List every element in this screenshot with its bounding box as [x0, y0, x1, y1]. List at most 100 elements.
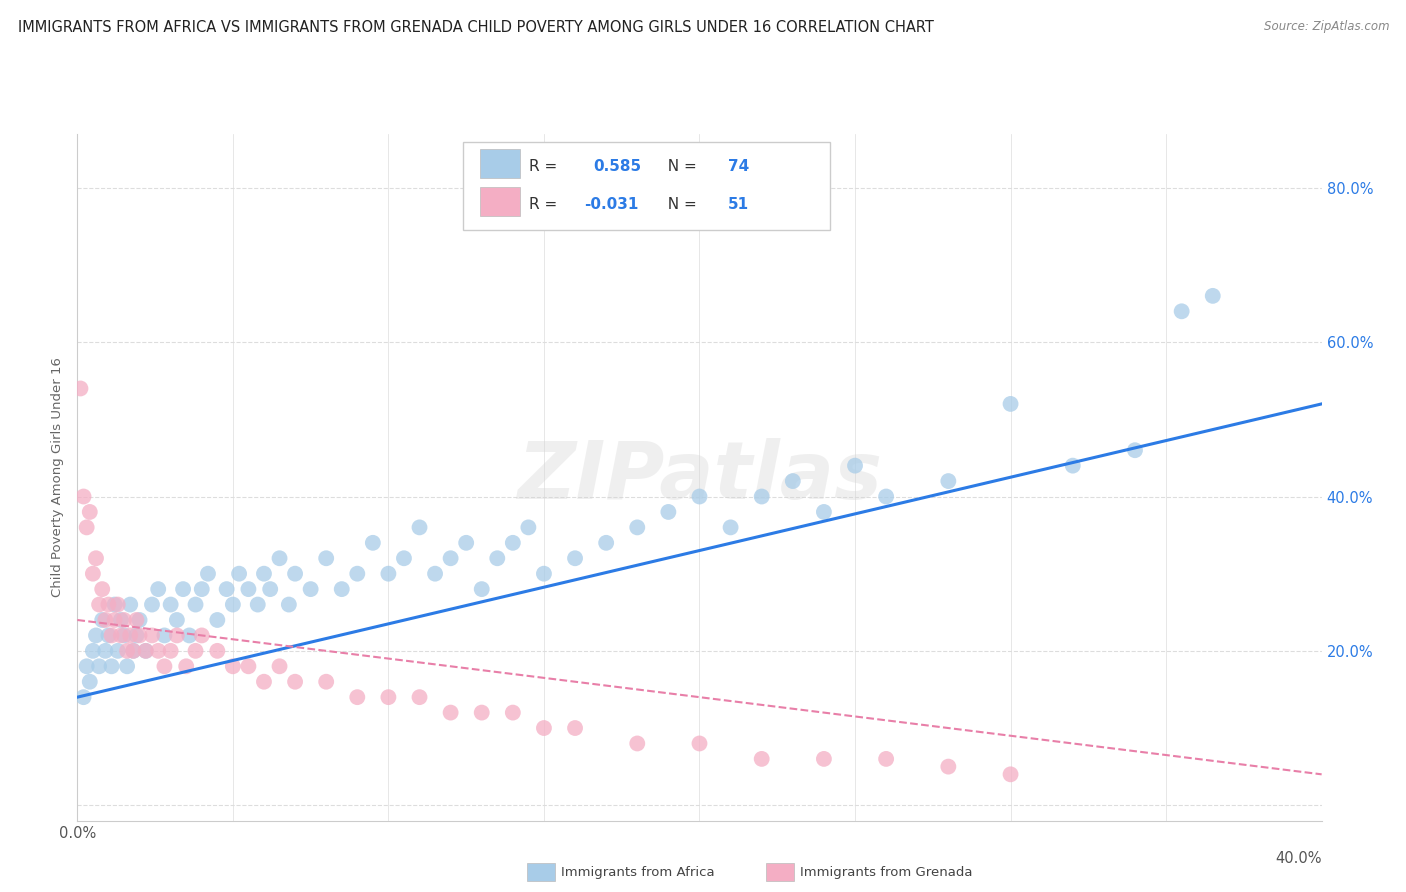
Point — [408, 520, 430, 534]
Point — [115, 644, 138, 658]
Point — [69, 382, 91, 396]
Point — [128, 613, 150, 627]
Point — [330, 582, 353, 596]
Point — [97, 598, 120, 612]
Point — [471, 582, 494, 596]
Point — [720, 520, 742, 534]
Point — [246, 598, 269, 612]
Point — [107, 644, 129, 658]
Point — [875, 490, 897, 504]
Point — [125, 628, 148, 642]
Point — [689, 736, 711, 750]
Point — [72, 690, 94, 705]
FancyBboxPatch shape — [481, 187, 520, 216]
Point — [91, 613, 114, 627]
Point — [172, 582, 194, 596]
Point — [120, 628, 142, 642]
Point — [94, 644, 117, 658]
Point — [938, 474, 960, 488]
FancyBboxPatch shape — [481, 149, 520, 178]
Point — [135, 644, 157, 658]
Point — [813, 752, 835, 766]
Point — [141, 598, 163, 612]
Point — [191, 628, 214, 642]
Point — [110, 613, 132, 627]
Point — [141, 628, 163, 642]
Point — [107, 598, 129, 612]
Point — [76, 659, 98, 673]
Point — [122, 644, 145, 658]
Text: 0.585: 0.585 — [593, 159, 643, 174]
Point — [238, 582, 260, 596]
Point — [84, 551, 107, 566]
Point — [782, 474, 804, 488]
Text: IMMIGRANTS FROM AFRICA VS IMMIGRANTS FROM GRENADA CHILD POVERTY AMONG GIRLS UNDE: IMMIGRANTS FROM AFRICA VS IMMIGRANTS FRO… — [18, 20, 934, 35]
Point — [277, 598, 299, 612]
Y-axis label: Child Poverty Among Girls Under 16: Child Poverty Among Girls Under 16 — [51, 358, 65, 597]
Point — [159, 598, 181, 612]
Point — [104, 598, 127, 612]
Point — [346, 566, 368, 581]
Point — [91, 582, 114, 596]
Point — [125, 613, 148, 627]
Point — [377, 566, 399, 581]
Point — [689, 490, 711, 504]
Point — [440, 551, 463, 566]
Point — [392, 551, 415, 566]
Point — [87, 598, 110, 612]
Point — [100, 659, 122, 673]
Text: N =: N = — [658, 159, 702, 174]
Point — [751, 490, 773, 504]
Point — [284, 674, 307, 689]
Point — [222, 598, 245, 612]
Point — [844, 458, 866, 473]
Text: R =: R = — [529, 159, 567, 174]
Point — [79, 505, 101, 519]
Point — [228, 566, 250, 581]
Point — [595, 536, 617, 550]
Point — [148, 644, 170, 658]
Point — [408, 690, 430, 705]
Point — [153, 628, 176, 642]
Point — [122, 644, 145, 658]
Point — [346, 690, 368, 705]
Point — [184, 598, 207, 612]
Point — [502, 536, 524, 550]
Point — [361, 536, 384, 550]
Text: Source: ZipAtlas.com: Source: ZipAtlas.com — [1264, 20, 1389, 33]
Point — [315, 551, 337, 566]
Point — [135, 644, 157, 658]
Point — [1170, 304, 1192, 318]
Point — [215, 582, 238, 596]
Point — [626, 520, 648, 534]
Point — [1000, 397, 1022, 411]
Point — [626, 736, 648, 750]
Point — [564, 551, 586, 566]
Point — [456, 536, 478, 550]
Point — [222, 659, 245, 673]
Point — [440, 706, 463, 720]
Text: 51: 51 — [728, 197, 749, 212]
Point — [238, 659, 260, 673]
Point — [120, 598, 142, 612]
Point — [207, 644, 229, 658]
Point — [184, 644, 207, 658]
Point — [269, 659, 291, 673]
Point — [197, 566, 219, 581]
Point — [502, 706, 524, 720]
Text: Immigrants from Africa: Immigrants from Africa — [561, 866, 714, 879]
Point — [938, 759, 960, 773]
Point — [94, 613, 117, 627]
Point — [259, 582, 281, 596]
Point — [564, 721, 586, 735]
Point — [166, 628, 188, 642]
Point — [517, 520, 540, 534]
Text: Immigrants from Grenada: Immigrants from Grenada — [800, 866, 973, 879]
Point — [110, 628, 132, 642]
Point — [166, 613, 188, 627]
Point — [486, 551, 509, 566]
Point — [72, 490, 94, 504]
Point — [253, 674, 276, 689]
Point — [79, 674, 101, 689]
Point — [533, 721, 555, 735]
